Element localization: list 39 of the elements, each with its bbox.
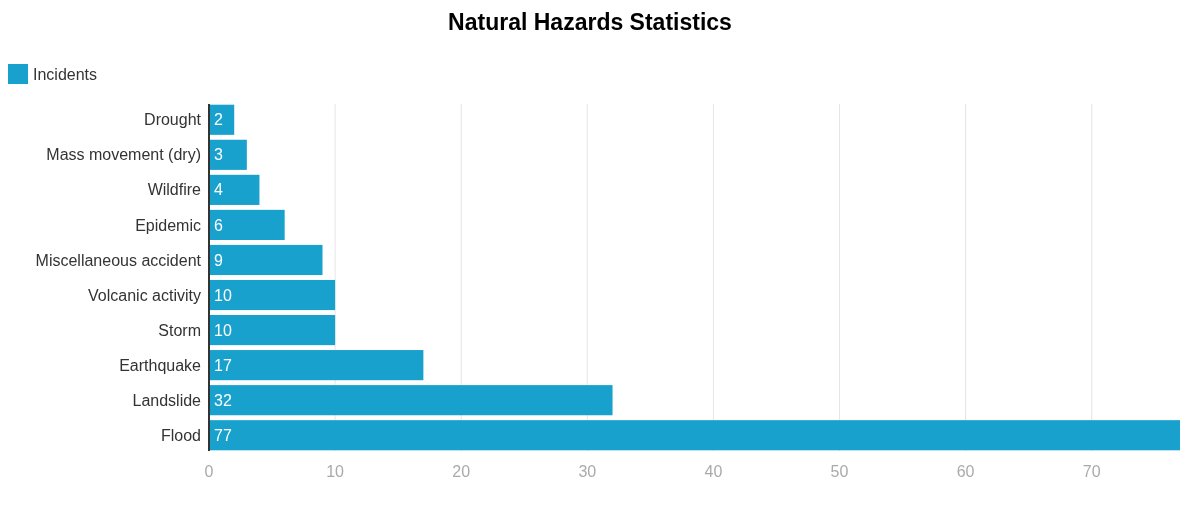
bar [209,139,247,170]
data-label: 32 [214,391,232,409]
data-label: 77 [214,426,232,444]
y-tick-label: Epidemic [135,216,201,234]
x-tick-label: 40 [704,462,723,480]
x-tick-label: 0 [204,462,214,480]
bar [209,174,260,205]
data-label: 6 [214,216,223,234]
data-label: 2 [214,111,223,129]
bar [209,385,613,416]
bar [209,420,1180,451]
x-tick-label: 70 [1082,462,1101,480]
x-tick-label: 10 [326,462,345,480]
data-label: 3 [214,146,223,164]
y-tick-label: Miscellaneous accident [35,251,202,269]
x-tick-label: 50 [830,462,849,480]
bar [209,315,336,346]
y-tick-label: Drought [144,111,202,129]
chart-title: Natural Hazards Statistics [448,9,732,35]
data-label: 10 [214,321,232,339]
x-tick-label: 60 [956,462,975,480]
x-tick-label: 20 [452,462,471,480]
data-label: 9 [214,251,223,269]
data-label: 10 [214,286,232,304]
bar [209,244,323,276]
y-tick-label: Landslide [132,391,202,409]
bar [209,350,424,381]
data-label: 4 [214,181,223,199]
x-tick-label: 30 [578,462,597,480]
y-tick-label: Mass movement (dry) [46,146,201,164]
y-tick-label: Volcanic activity [88,286,201,304]
legend-label: Incidents [33,65,98,83]
bar [209,209,285,240]
y-tick-label: Earthquake [119,356,202,374]
bar [209,279,336,311]
y-tick-label: Flood [160,426,201,444]
y-tick-label: Storm [158,321,201,339]
data-label: 17 [214,356,232,374]
y-tick-label: Wildfire [147,181,202,199]
